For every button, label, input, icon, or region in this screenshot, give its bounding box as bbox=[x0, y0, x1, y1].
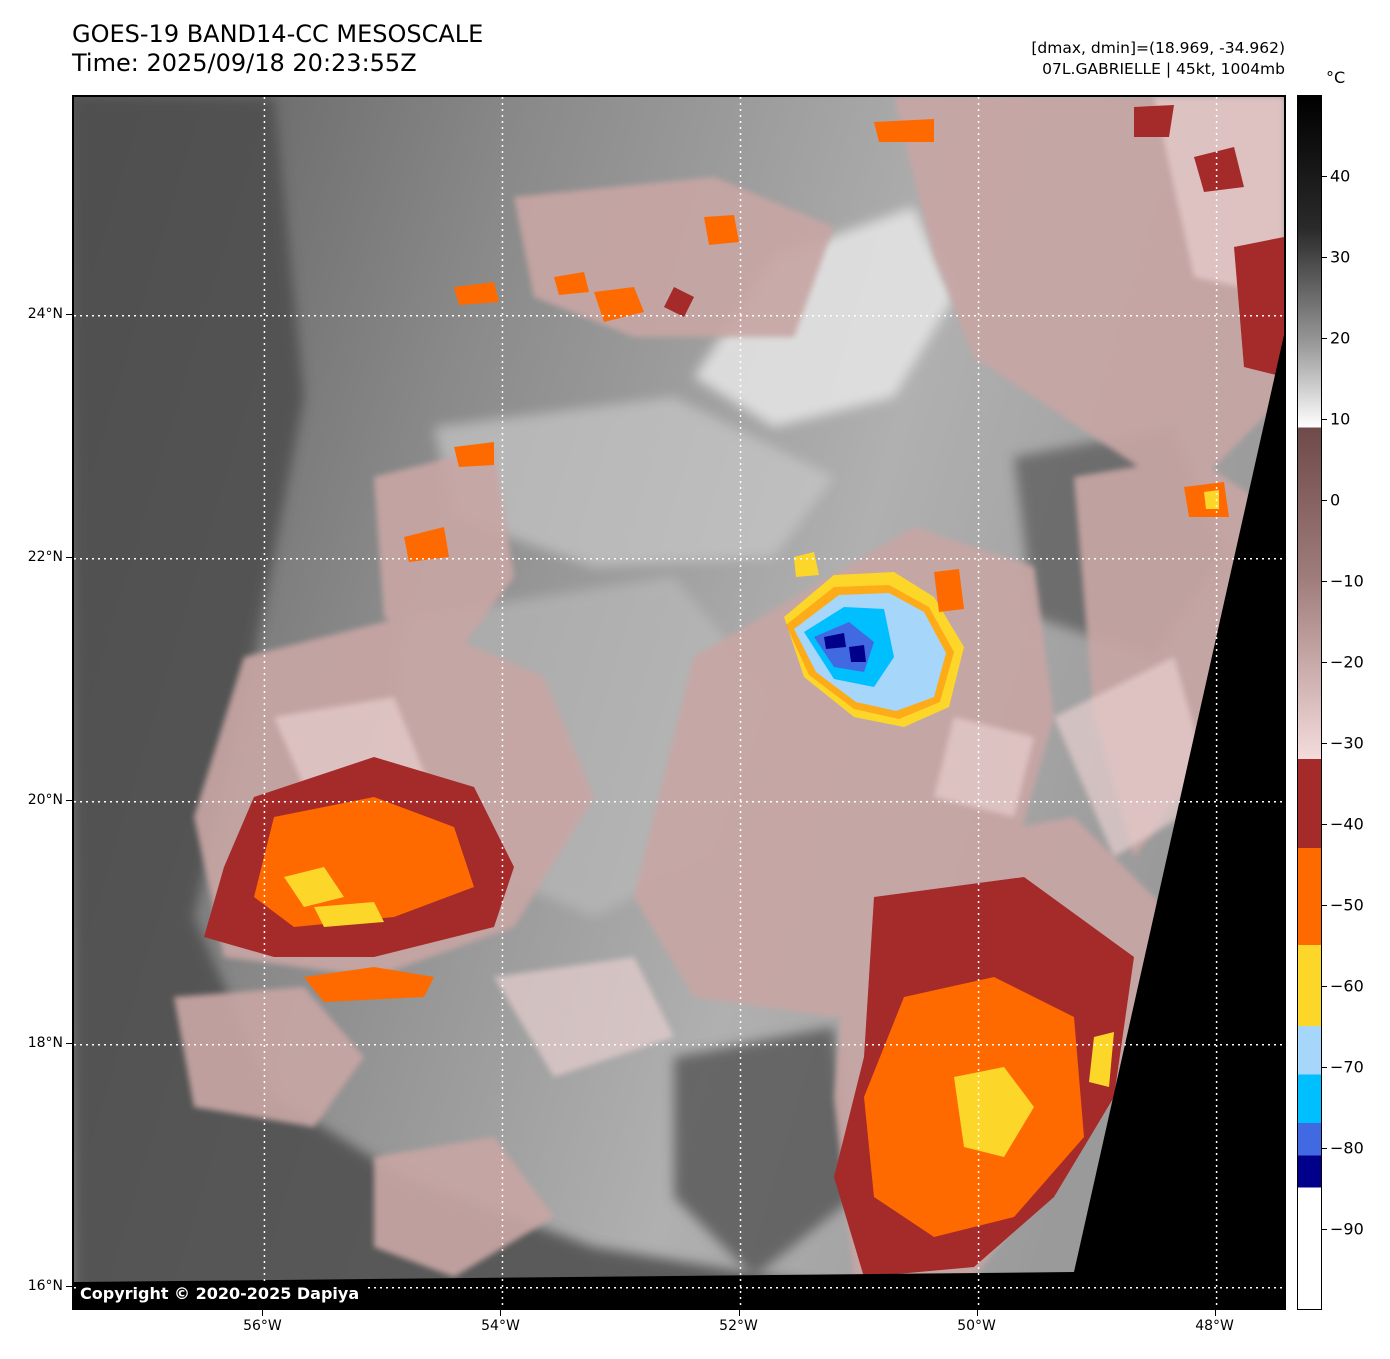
colorbar-tick bbox=[1322, 1148, 1327, 1149]
lon-label: 48°W bbox=[1195, 1318, 1234, 1334]
colorbar-tick bbox=[1322, 1229, 1327, 1230]
colorbar-tick-label: −40 bbox=[1330, 814, 1364, 834]
lon-tick bbox=[976, 1310, 978, 1316]
data-range-text: [dmax, dmin]=(18.969, -34.962) bbox=[1031, 39, 1285, 57]
colorbar bbox=[1297, 95, 1322, 1310]
lat-tick bbox=[66, 799, 72, 801]
colorbar-tick-label: −70 bbox=[1330, 1057, 1364, 1077]
lon-label: 52°W bbox=[719, 1318, 758, 1334]
colorbar-tick-label: −20 bbox=[1330, 652, 1364, 672]
title-time: Time: 2025/09/18 20:23:55Z bbox=[72, 49, 417, 77]
lat-tick bbox=[66, 1042, 72, 1044]
colorbar-tick-label: 20 bbox=[1330, 328, 1351, 348]
lon-tick bbox=[738, 1310, 740, 1316]
colorbar-tick bbox=[1322, 743, 1327, 744]
lon-label: 54°W bbox=[481, 1318, 520, 1334]
colorbar-tick bbox=[1322, 986, 1327, 987]
colorbar-tick-label: −30 bbox=[1330, 733, 1364, 753]
colorbar-tick-label: −10 bbox=[1330, 571, 1364, 591]
lon-tick bbox=[1214, 1310, 1216, 1316]
colorbar-tick bbox=[1322, 176, 1327, 177]
satellite-map[interactable]: Copyright © 2020-2025 Dapiya bbox=[72, 95, 1286, 1310]
lat-tick bbox=[66, 556, 72, 558]
colorbar-tick-label: −50 bbox=[1330, 895, 1364, 915]
colorbar-tick bbox=[1322, 338, 1327, 339]
colorbar-tick bbox=[1322, 1067, 1327, 1068]
lat-tick bbox=[66, 1285, 72, 1287]
title-product: GOES-19 BAND14-CC MESOSCALE bbox=[72, 20, 484, 48]
lon-tick bbox=[500, 1310, 502, 1316]
lat-label: 16°N bbox=[27, 1277, 63, 1294]
colorbar-tick-label: −80 bbox=[1330, 1138, 1364, 1158]
lat-tick bbox=[66, 313, 72, 315]
colorbar-tick bbox=[1322, 905, 1327, 906]
colorbar-tick-label: 10 bbox=[1330, 409, 1351, 429]
colorbar-tick bbox=[1322, 581, 1327, 582]
storm-info: [dmax, dmin]=(18.969, -34.962) 07L.GABRI… bbox=[1031, 38, 1285, 80]
colorbar-tick bbox=[1322, 500, 1327, 501]
satellite-imagery bbox=[74, 97, 1284, 1308]
colorbar-tick-label: −60 bbox=[1330, 976, 1364, 996]
lon-label: 50°W bbox=[957, 1318, 996, 1334]
colorbar-tick bbox=[1322, 662, 1327, 663]
colorbar-unit: °C bbox=[1326, 68, 1346, 87]
colorbar-tick-label: 30 bbox=[1330, 247, 1351, 267]
lon-tick bbox=[262, 1310, 264, 1316]
storm-name-text: 07L.GABRIELLE | 45kt, 1004mb bbox=[1042, 60, 1285, 78]
copyright-label: Copyright © 2020-2025 Dapiya bbox=[76, 1282, 368, 1306]
lat-label: 22°N bbox=[27, 548, 63, 565]
colorbar-tick-label: −90 bbox=[1330, 1219, 1364, 1239]
colorbar-tick-label: 40 bbox=[1330, 166, 1351, 186]
lat-label: 24°N bbox=[27, 305, 63, 322]
lat-label: 20°N bbox=[27, 791, 63, 808]
colorbar-tick bbox=[1322, 419, 1327, 420]
colorbar-tick-label: 0 bbox=[1330, 490, 1341, 510]
lat-label: 18°N bbox=[27, 1034, 63, 1051]
colorbar-tick bbox=[1322, 257, 1327, 258]
colorbar-tick bbox=[1322, 824, 1327, 825]
page-title: GOES-19 BAND14-CC MESOSCALE Time: 2025/0… bbox=[72, 20, 483, 78]
gridlines bbox=[74, 97, 1284, 1308]
lon-label: 56°W bbox=[243, 1318, 282, 1334]
